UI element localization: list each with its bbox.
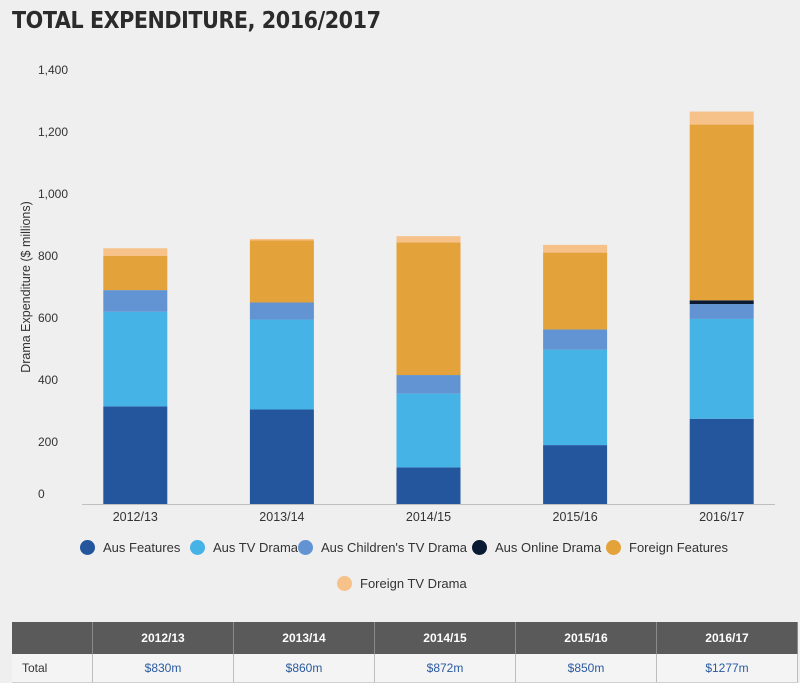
bar-segment-aus_childrens_tv_drama [249,302,314,320]
bar-segment-aus_tv_drama [543,349,608,446]
totals-header-blank [12,622,93,654]
legend-label-aus-childrens-tv-drama: Aus Children's TV Drama [321,540,468,555]
bar-segment-foreign_features [396,242,461,376]
bar-segment-aus_tv_drama [689,318,754,419]
legend-item-foreign-tv-drama[interactable]: Foreign TV Drama [337,576,467,591]
y-tick-label: 1,400 [38,63,68,77]
bar-segment-foreign_features [543,252,608,330]
totals-header-2012-13: 2012/13 [92,622,234,654]
bar-segment-foreign_features [103,256,168,291]
bar-segment-foreign_tv_drama [103,248,168,256]
bar-segment-aus_tv_drama [396,393,461,468]
legend-swatch-aus-tv-drama [190,540,205,555]
legend-label-aus-online-drama: Aus Online Drama [495,540,602,555]
x-tick-label: 2013/14 [259,510,304,524]
bar-segment-aus_online_drama [689,300,754,305]
bar-segment-aus_tv_drama [249,319,314,410]
total-2013-14: $860m [233,654,375,683]
legend-item-foreign-features[interactable]: Foreign Features [606,540,728,555]
legend-item-aus-online-drama[interactable]: Aus Online Drama [472,540,601,555]
y-tick-label: 0 [38,487,45,501]
legend-swatch-aus-online-drama [472,540,487,555]
bar-segment-aus_features [543,445,608,504]
legend-label-aus-features: Aus Features [103,540,181,555]
y-tick-label: 400 [38,373,58,387]
legend-label-foreign-features: Foreign Features [629,540,728,555]
bar-segment-aus_tv_drama [103,311,168,407]
totals-header-2015-16: 2015/16 [515,622,657,654]
total-2014-15: $872m [374,654,516,683]
y-tick-label: 200 [38,435,58,449]
y-axis-label: Drama Expenditure ($ millions) [19,201,33,373]
bar-segment-aus_childrens_tv_drama [689,304,754,319]
bar-segment-foreign_features [249,240,314,303]
x-tick-label: 2014/15 [406,510,451,524]
legend-item-aus-childrens-tv-drama[interactable]: Aus Children's TV Drama [298,540,467,555]
legend-label-foreign-tv-drama: Foreign TV Drama [360,576,467,591]
total-2016-17: $1277m [656,654,798,683]
totals-header-2014-15: 2014/15 [374,622,516,654]
bar-segment-aus_childrens_tv_drama [396,375,461,394]
legend-swatch-aus-features [80,540,95,555]
x-tick-label: 2012/13 [113,510,158,524]
bar-segment-foreign_tv_drama [689,111,754,125]
bar-segment-foreign_features [689,124,754,301]
bar-segment-aus_features [249,409,314,504]
bar-segment-aus_features [103,406,168,504]
legend-swatch-foreign-tv-drama [337,576,352,591]
totals-row-label: Total [12,654,93,683]
y-tick-label: 1,000 [38,187,68,201]
total-2012-13: $830m [92,654,234,683]
x-tick-label: 2016/17 [699,510,744,524]
legend-item-aus-features[interactable]: Aus Features [80,540,180,555]
totals-table: 2012/13 2013/14 2014/15 2015/16 2016/17 … [12,622,798,683]
x-tick-label: 2015/16 [553,510,598,524]
bar-segment-aus_childrens_tv_drama [543,329,608,350]
totals-header-2016-17: 2016/17 [656,622,798,654]
chart-title: TOTAL EXPENDITURE, 2016/2017 [12,8,381,34]
bar-segment-aus_features [689,418,754,504]
totals-header-row: 2012/13 2013/14 2014/15 2015/16 2016/17 [12,622,798,654]
bar-segment-foreign_tv_drama [396,236,461,243]
bar-segment-aus_features [396,467,461,504]
totals-header-2013-14: 2013/14 [233,622,375,654]
y-tick-label: 600 [38,311,58,325]
legend-item-aus-tv-drama[interactable]: Aus TV Drama [190,540,298,555]
legend-label-aus-tv-drama: Aus TV Drama [213,540,299,555]
bar-segment-foreign_tv_drama [543,244,608,253]
bar-segment-aus_childrens_tv_drama [103,290,168,312]
legend-swatch-foreign-features [606,540,621,555]
stacked-bar-chart: 0 200 400 600 800 1,000 1,200 1,400 Drama Expend… [19,63,775,524]
legend-swatch-aus-childrens-tv-drama [298,540,313,555]
y-tick-label: 1,200 [38,125,68,139]
totals-row: Total $830m $860m $872m $850m $1277m [12,654,798,683]
total-2015-16: $850m [515,654,657,683]
bar-segment-foreign_tv_drama [249,238,314,241]
y-tick-label: 800 [38,249,58,263]
